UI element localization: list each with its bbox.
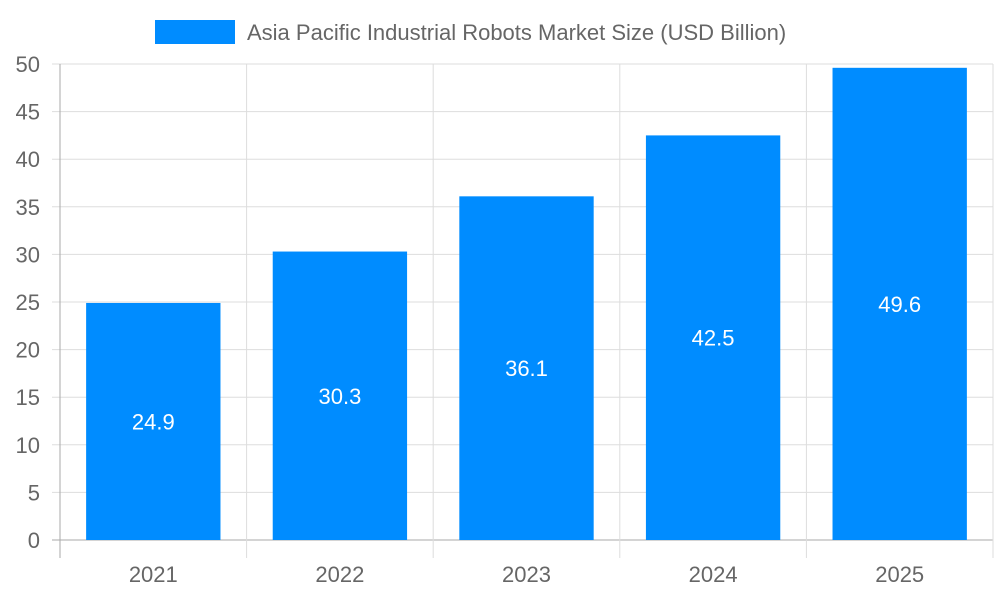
x-tick-label: 2025 [875, 562, 924, 587]
x-tick-label: 2021 [129, 562, 178, 587]
y-tick-label: 40 [16, 147, 40, 172]
y-tick-label: 35 [16, 195, 40, 220]
bar-2023 [459, 196, 594, 540]
bars: 24.9 30.3 36.1 42.5 49.6 [86, 67, 967, 541]
x-tick-label: 2022 [315, 562, 364, 587]
bar-2024 [645, 135, 781, 540]
y-tick-label: 20 [16, 338, 40, 363]
x-tick-label: 2023 [502, 562, 551, 587]
bar-2025 [832, 67, 967, 541]
legend[interactable]: Asia Pacific Industrial Robots Market Si… [155, 20, 786, 45]
data-label-2025: 49.6 [878, 292, 921, 317]
y-tick-label: 15 [16, 385, 40, 410]
y-tick-label: 50 [16, 52, 40, 77]
data-label-2022: 30.3 [318, 384, 361, 409]
data-label-2023: 36.1 [505, 356, 548, 381]
y-tick-label: 10 [16, 433, 40, 458]
bar-2022 [272, 251, 408, 540]
legend-swatch [155, 20, 235, 44]
y-tick-label: 25 [16, 290, 40, 315]
y-axis: 0 5 10 15 20 25 30 35 40 45 50 [16, 52, 40, 553]
y-tick-label: 30 [16, 242, 40, 267]
x-tick-label: 2024 [689, 562, 738, 587]
data-label-2024: 42.5 [692, 326, 735, 351]
y-tick-label: 5 [28, 480, 40, 505]
x-axis: 2021 2022 2023 2024 2025 [129, 562, 924, 587]
bar-2021 [86, 302, 221, 540]
data-label-2021: 24.9 [132, 409, 175, 434]
y-tick-label: 45 [16, 100, 40, 125]
y-tick-label: 0 [28, 528, 40, 553]
legend-label: Asia Pacific Industrial Robots Market Si… [247, 20, 786, 45]
